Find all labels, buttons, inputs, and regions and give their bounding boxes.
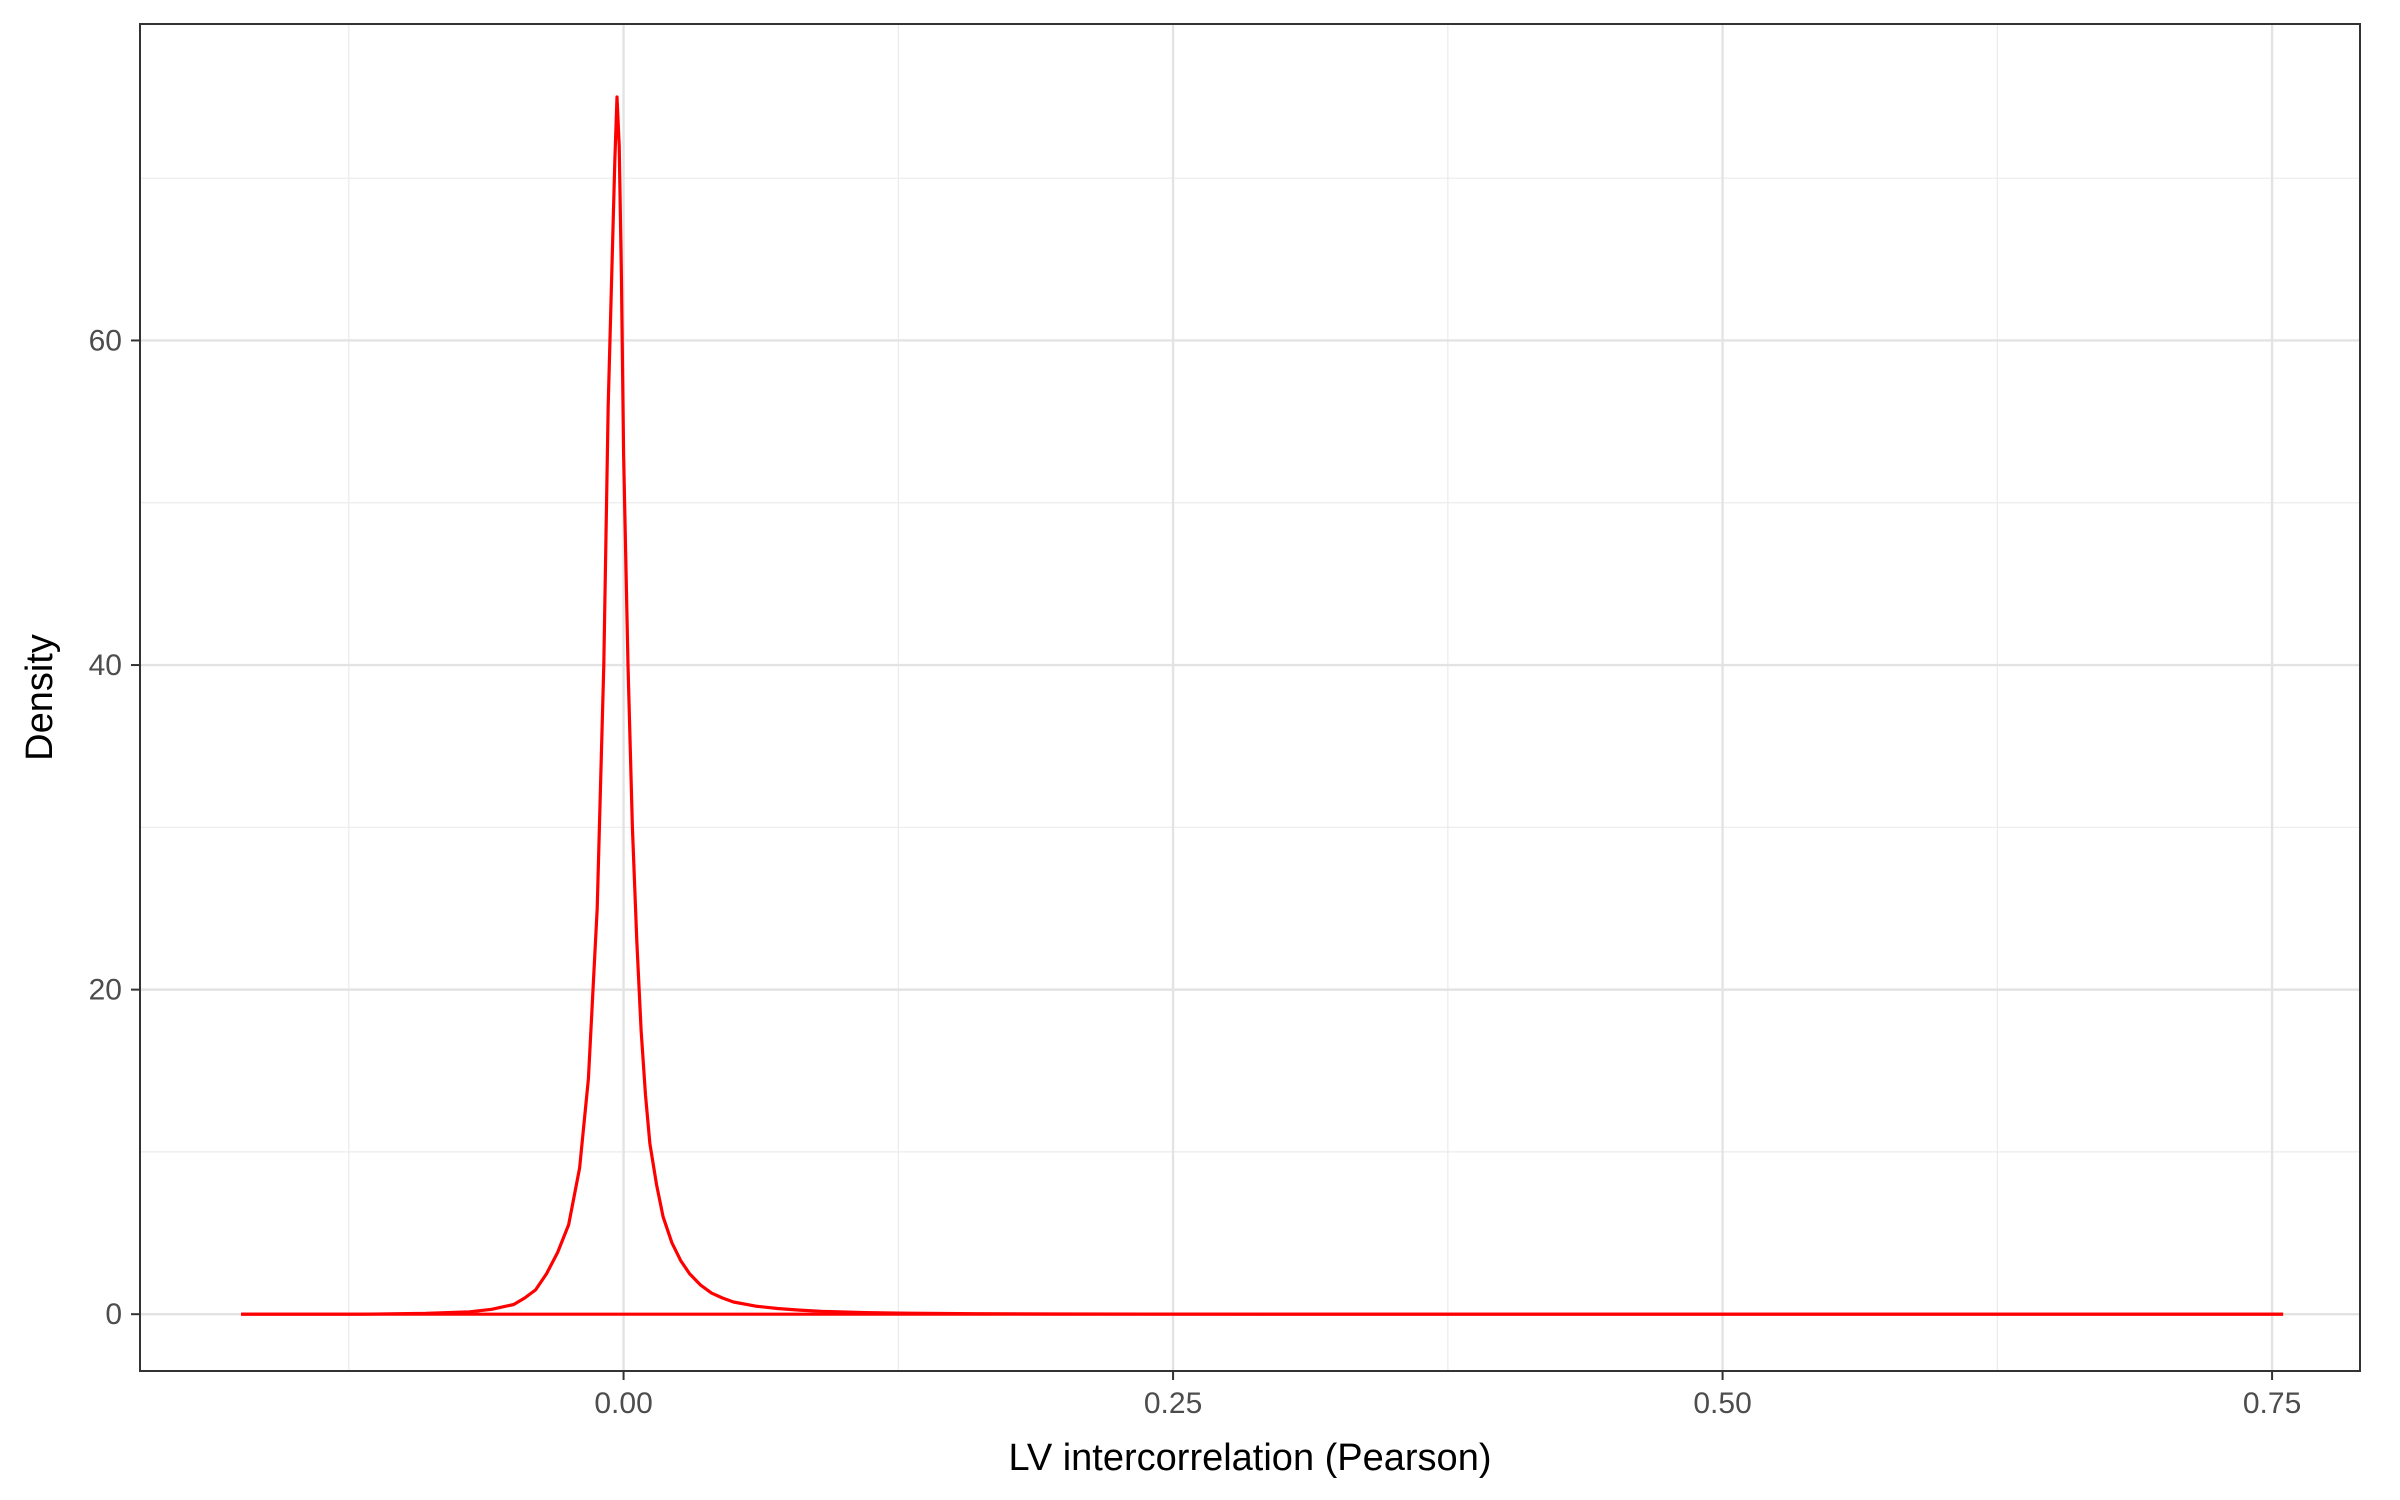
- series-layer: [241, 95, 2284, 1316]
- x-axis-title: LV intercorrelation (Pearson): [1009, 1437, 1492, 1479]
- density-curve: [241, 95, 2284, 1316]
- x-tick-label: 0.50: [1693, 1387, 1751, 1420]
- y-tick-label: 40: [89, 649, 122, 682]
- panel-border: [139, 23, 2361, 1372]
- y-tick-label: 0: [105, 1298, 122, 1331]
- x-tick-label: 0.25: [1144, 1387, 1202, 1420]
- x-tick-label: 0.00: [594, 1387, 652, 1420]
- y-tick-label: 60: [89, 324, 122, 357]
- y-tick-label: 20: [89, 974, 122, 1007]
- y-axis-title: Density: [19, 634, 61, 761]
- y-axis-ticks: 0 20 40 60: [89, 324, 140, 1331]
- x-axis-ticks: 0.00 0.25 0.50 0.75: [594, 1371, 2301, 1420]
- minor-gridlines: [140, 24, 2360, 1371]
- x-tick-label: 0.75: [2243, 1387, 2301, 1420]
